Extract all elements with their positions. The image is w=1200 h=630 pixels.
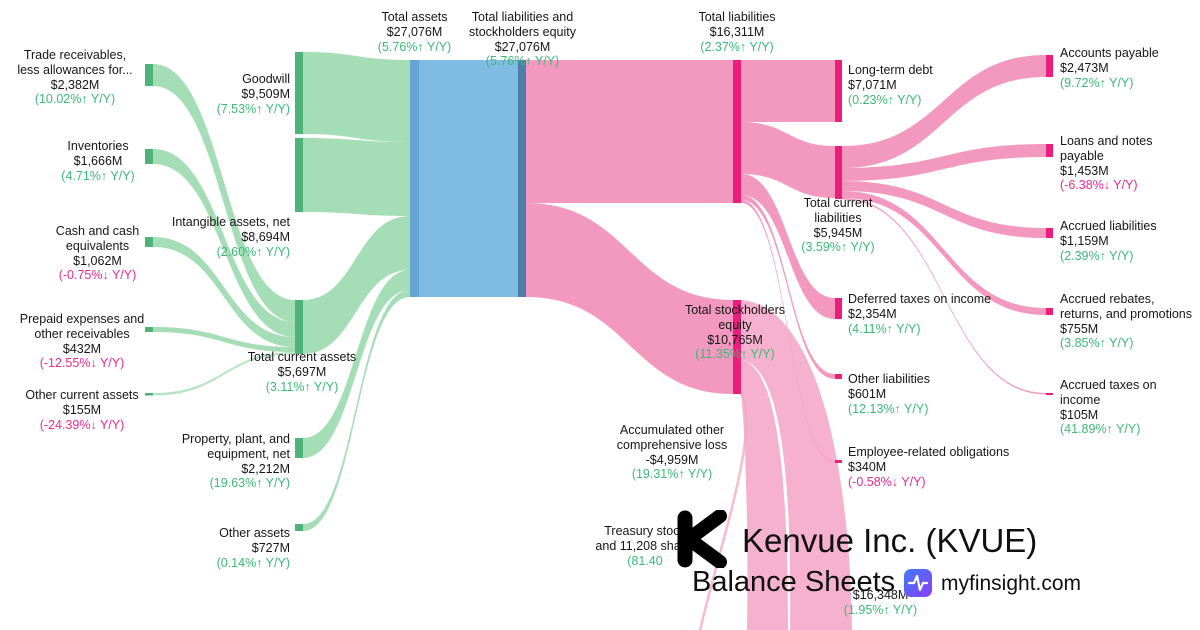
node-total-stockholders-equity [733,300,741,394]
label-accrued-liabilities: Accrued liabilities $1,159M (2.39%↑ Y/Y) [1060,219,1157,263]
node-other-liabilities [835,374,842,379]
label-other-liabilities: Other liabilities $601M (12.13%↑ Y/Y) [848,372,930,416]
node-accounts-payable [1046,55,1053,77]
label-treasury-stock: Treasury stock and 11,208 shar... (81.40 [595,524,695,568]
flow-inventories-to-total-current-assets [153,149,295,337]
label-accumulated-ocl: Accumulated other comprehensive loss -$4,… [616,423,728,482]
flow-liabilities-to-other-liabilities [741,195,835,379]
label-total-assets: Total assets $27,076M (5.76%↑ Y/Y) [377,10,452,54]
label-accounts-payable: Accounts payable $2,473M (9.72%↑ Y/Y) [1060,46,1159,90]
flow-other-current-assets-to-total-current-assets [153,352,295,396]
node-intangible-assets [295,138,303,212]
label-employee-obligations: Employee-related obligations $340M (-0.58%… [848,445,1010,489]
node-employee-obligations [835,460,842,463]
flow-other-assets-to-total-assets [303,290,410,531]
node-goodwill [295,52,303,134]
flow-liabilities-to-deferred-taxes [741,174,835,319]
label-equity-component-hidden: $16,348M (1.95%↑ Y/Y) [843,588,918,617]
node-total-current-assets [295,300,303,354]
node-other-current-assets [145,393,153,396]
flow-equity-to-treasury-stock [698,392,748,630]
node-deferred-taxes [835,298,842,319]
flow-tcl-to-loans-notes-payable [842,144,1046,181]
node-trade-receivables [145,64,153,86]
label-other-assets: Other assets $727M (0.14%↑ Y/Y) [216,526,290,570]
node-prepaid [145,327,153,332]
label-trade-receivables: Trade receivables, less allowances for..… [17,48,133,107]
flow-equity-to-hidden-component [741,300,852,630]
flow-total-current-assets-to-total-assets [303,216,410,354]
flow-intangibles-to-total-assets [303,138,410,216]
node-inventories [145,149,153,164]
label-total-current-liabilities: Total current liabilities $5,945M (3.59%↑ … [801,196,875,255]
node-loans-notes-payable [1046,144,1053,157]
label-intangible-assets: Intangible assets, net $8,694M (2.60%↑ Y/Y… [171,215,290,259]
flow-trade-receivables-to-total-current-assets [153,64,295,322]
node-accrued-taxes [1046,393,1053,395]
flow-total-lse-to-stockholders-equity [526,203,733,394]
label-inventories: Inventories $1,666M (4.71%↑ Y/Y) [61,139,135,183]
label-total-stockholders-equity: Total stockholders equity $10,765M (11.35%… [684,303,786,362]
label-cash: Cash and cash equivalents $1,062M (-0.75%↓… [55,224,140,283]
node-total-assets [410,60,419,297]
label-long-term-debt: Long-term debt $7,071M (0.23%↑ Y/Y) [848,63,933,107]
flow-tcl-to-accrued-rebates [842,191,1046,315]
flow-ppe-to-total-assets [303,270,410,458]
node-total-current-liabilities [835,146,842,199]
flow-tcl-to-accrued-liabilities [842,181,1046,238]
flow-tcl-to-accounts-payable [842,55,1046,168]
site-link[interactable]: myfinsight.com [941,572,1082,595]
label-total-lse: Total liabilities and stockholders equit… [468,10,576,69]
label-loans-notes-payable: Loans and notes payable $1,453M (-6.38%↓ Y… [1060,134,1153,193]
flow-liabilities-to-long-term-debt [741,60,835,122]
flow-prepaid-to-total-current-assets [153,327,295,352]
node-accrued-rebates [1046,308,1053,315]
node-other-assets [295,524,303,531]
flow-total-assets-to-total-lse [419,60,518,297]
flow-total-lse-to-total-liabilities [526,60,733,203]
node-long-term-debt [835,60,842,122]
node-total-lse [518,60,526,297]
label-total-current-assets: Total current assets $5,697M (3.11%↑ Y/Y) [247,350,357,394]
flow-goodwill-to-total-assets [303,52,410,142]
label-other-current-assets: Other current assets $155M (-24.39%↓ Y/Y) [25,388,139,432]
label-deferred-taxes: Deferred taxes on income $2,354M (4.11%↑ Y… [848,292,992,336]
flow-tcl-to-accrued-taxes [842,198,1046,395]
label-ppe: Property, plant, and equipment, net $2,21… [181,432,290,491]
node-cash [145,237,153,247]
node-total-liabilities [733,60,741,203]
label-accrued-taxes: Accrued taxes on income $105M (41.89%↑ Y/Y… [1060,378,1157,437]
label-total-liabilities: Total liabilities $16,311M (2.37%↑ Y/Y) [698,10,776,54]
flow-cash-to-total-current-assets [153,237,295,347]
flow-liabilities-to-total-current-liabilities [741,122,835,198]
node-accrued-liabilities [1046,228,1053,238]
node-ppe [295,438,303,458]
flow-equity-to-accumulated-ocl [741,360,788,630]
label-accrued-rebates: Accrued rebates, returns, and promotions… [1060,292,1193,351]
label-prepaid: Prepaid expenses and other receivables $4… [19,312,145,371]
label-goodwill: Goodwill $9,509M (7.53%↑ Y/Y) [216,72,290,116]
